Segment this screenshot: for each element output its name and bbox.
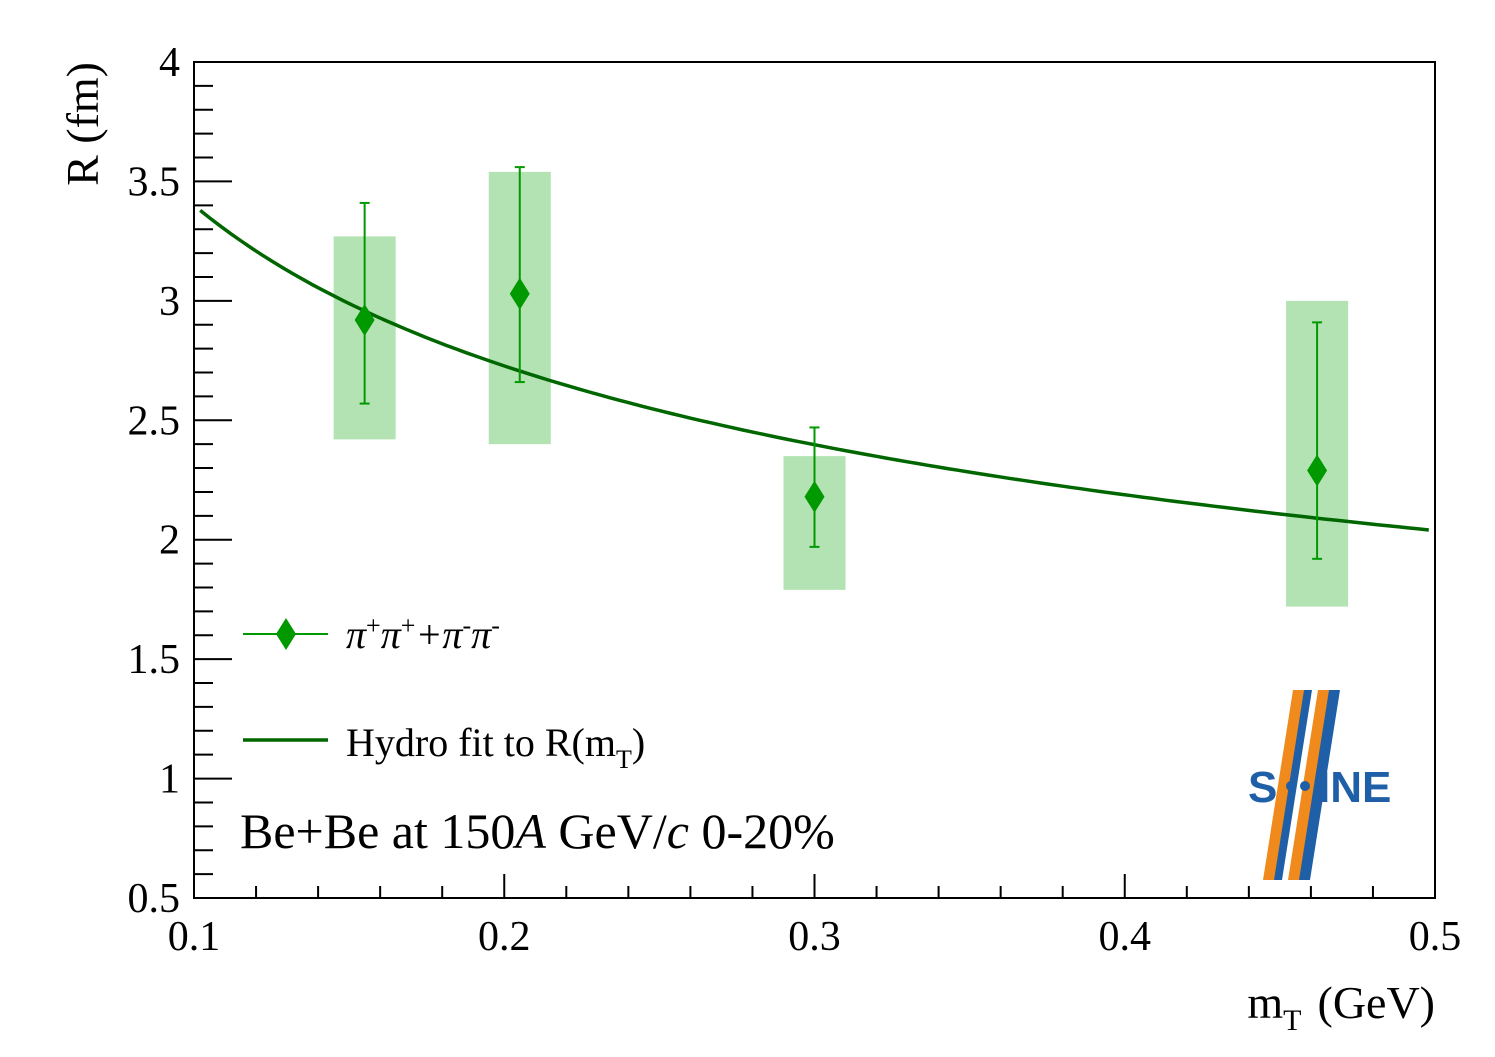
y-tick-labels: 0.5 1 1.5 2 2.5 3 3.5 4 <box>128 40 181 922</box>
y-tick-label: 2.5 <box>128 398 181 444</box>
data-point-3 <box>1307 454 1328 487</box>
data-point-0 <box>354 303 375 336</box>
legend-label-hydro: Hydro fit to R(mT) <box>346 720 645 774</box>
logo-text-s: S <box>1248 763 1277 812</box>
y-tick-label: 3.5 <box>128 159 181 205</box>
logo-dot-1 <box>1286 781 1296 791</box>
systematic-error-boxes <box>333 171 1349 607</box>
logo-blue-stripe-2 <box>1299 690 1340 880</box>
y-tick-label: 2 <box>159 518 180 564</box>
y-axis-label: R (fm) <box>57 62 108 186</box>
x-tick-label: 0.2 <box>478 914 531 960</box>
data-point-1 <box>509 277 530 310</box>
y-tick-label: 0.5 <box>128 876 181 922</box>
y-tick-label: 3 <box>159 279 180 325</box>
y-tick-label: 1.5 <box>128 637 181 683</box>
data-markers <box>354 277 1328 513</box>
y-tick-label: 1 <box>159 757 180 803</box>
x-tick-labels: 0.1 0.2 0.3 0.4 0.5 <box>168 914 1462 960</box>
axis-ticks <box>193 61 1436 899</box>
x-tick-label: 0.3 <box>788 914 841 960</box>
legend: π+π++π-π- Hydro fit to R(mT) <box>243 611 645 774</box>
x-tick-label: 0.4 <box>1099 914 1152 960</box>
x-tick-label: 0.5 <box>1409 914 1462 960</box>
data-point-2 <box>804 480 825 513</box>
system-annotation: Be+Be at 150A GeV/c 0-20% <box>240 803 835 859</box>
logo-text-ine: INE <box>1318 763 1391 812</box>
legend-label-pions: π+π++π-π- <box>346 611 500 657</box>
stat-error-bars <box>359 166 1323 560</box>
y-tick-label: 4 <box>159 40 180 86</box>
shine-logo: S INE <box>1248 690 1391 880</box>
x-axis-label: mT (GeV) <box>1247 977 1435 1037</box>
logo-orange-stripe-1 <box>1263 690 1305 880</box>
legend-diamond-marker <box>276 618 296 650</box>
x-tick-label: 0.1 <box>168 914 221 960</box>
logo-dot-2 <box>1300 781 1310 791</box>
